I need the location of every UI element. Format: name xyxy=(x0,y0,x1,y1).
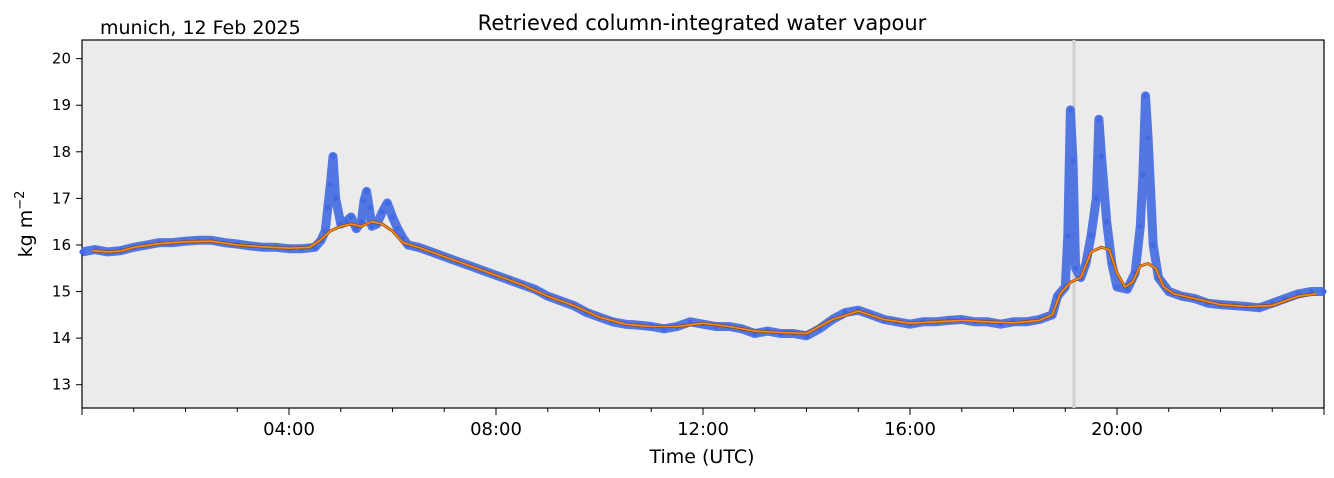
scatter-point xyxy=(358,219,364,225)
scatter-point xyxy=(1140,172,1146,178)
y-tick-label: 16 xyxy=(52,236,71,254)
scatter-point xyxy=(1096,116,1102,122)
scatter-point xyxy=(79,249,85,255)
y-tick-label: 18 xyxy=(52,143,71,161)
scatter-point xyxy=(1093,195,1099,201)
scatter-point xyxy=(1308,288,1314,295)
y-tick-label: 17 xyxy=(52,189,71,207)
scatter-point xyxy=(687,319,693,325)
scatter-point xyxy=(395,226,401,232)
scatter-point xyxy=(322,228,328,234)
x-tick-label: 16:00 xyxy=(884,419,936,440)
scatter-point xyxy=(364,188,370,194)
scatter-point xyxy=(369,223,375,229)
scatter-point xyxy=(1088,233,1094,239)
y-axis: 13 14 15 16 17 18 19 20 xyxy=(52,50,82,394)
x-tick-label: 12:00 xyxy=(677,419,729,440)
scatter-point xyxy=(379,209,385,215)
scatter-point xyxy=(1073,265,1079,271)
scatter-point xyxy=(1137,223,1143,229)
chart-title: Retrieved column-integrated water vapour xyxy=(478,11,927,35)
y-tick-label: 15 xyxy=(52,283,71,301)
y-tick-label: 13 xyxy=(52,376,71,394)
scatter-point xyxy=(389,214,396,220)
scatter-point xyxy=(330,153,336,160)
scatter-point xyxy=(1321,288,1327,295)
smoothed-line-series xyxy=(92,220,1317,335)
y-tick-label: 14 xyxy=(52,329,71,347)
scatter-point xyxy=(327,181,333,187)
smoothed-line xyxy=(92,220,1317,335)
scatter-point xyxy=(1150,242,1156,248)
scatter-point xyxy=(1070,158,1076,164)
scatter-point xyxy=(1114,284,1120,290)
y-tick-label: 19 xyxy=(52,96,71,114)
y-axis-label-main: kg m xyxy=(15,210,37,258)
x-tick-label: 04:00 xyxy=(263,419,315,440)
scatter-point xyxy=(353,226,359,232)
scatter-point xyxy=(1065,233,1071,239)
y-tick-label: 20 xyxy=(52,50,71,68)
scatter-point xyxy=(348,214,354,220)
scatter-point xyxy=(1104,219,1110,225)
scatter-point xyxy=(333,195,339,201)
scatter-point xyxy=(1098,153,1105,160)
location-date-label: munich, 12 Feb 2025 xyxy=(100,17,301,39)
scatter-point xyxy=(325,205,331,211)
x-axis-label: Time (UTC) xyxy=(648,446,754,468)
scatter-point xyxy=(1142,93,1149,99)
plot-area xyxy=(81,39,1325,409)
scatter-point xyxy=(366,205,372,211)
x-tick-label: 20:00 xyxy=(1091,419,1143,440)
scatter-point xyxy=(361,198,367,204)
x-axis: 04:00 08:00 12:00 16:00 20:00 xyxy=(81,408,1325,440)
scatter-point xyxy=(384,200,390,206)
y-axis-label: kg m−2 xyxy=(13,191,37,258)
x-tick-label: 08:00 xyxy=(470,419,522,440)
scatter-point xyxy=(1145,135,1151,141)
scatter-point xyxy=(1067,107,1073,113)
y-axis-label-exponent: −2 xyxy=(13,191,28,210)
scatter-point xyxy=(343,219,349,225)
